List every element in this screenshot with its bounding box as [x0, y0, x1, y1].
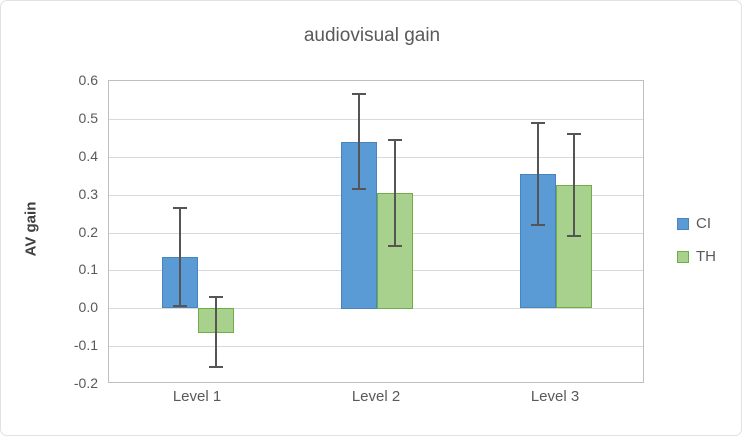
error-bar-ci-level-1: [179, 208, 181, 306]
error-bar-ci-level-3: [537, 123, 539, 225]
error-bar-th-level-3-low-cap: [567, 235, 581, 237]
y-axis-title: AV gain: [22, 201, 40, 257]
error-bar-ci-level-1-high-cap: [173, 207, 187, 209]
error-bar-ci-level-1-low-cap: [173, 305, 187, 307]
error-bar-ci-level-3-low-cap: [531, 224, 545, 226]
x-tick-label: Level 3: [530, 388, 580, 405]
y-tick-label: 0.4: [78, 148, 98, 164]
error-bar-ci-level-2: [358, 94, 360, 189]
error-bar-th-level-2: [394, 140, 396, 246]
y-tick-label: 0.6: [78, 72, 98, 88]
error-bar-th-level-1-high-cap: [209, 296, 223, 298]
error-bar-th-level-2-low-cap: [388, 245, 402, 247]
y-tick-label: -0.2: [73, 375, 98, 391]
y-tick-label: 0.5: [78, 110, 98, 126]
y-tick-label: -0.1: [73, 337, 98, 353]
error-bar-th-level-3-high-cap: [567, 133, 581, 135]
y-tick-label: 0.1: [78, 261, 98, 277]
error-bar-ci-level-2-high-cap: [352, 93, 366, 95]
gridline: [109, 346, 643, 347]
y-tick-label: 0.3: [78, 186, 98, 202]
error-bar-th-level-3: [573, 134, 575, 236]
legend: CI TH: [677, 215, 716, 265]
error-bar-th-level-2-high-cap: [388, 139, 402, 141]
legend-item-ci: CI: [677, 215, 716, 232]
plot-area: [108, 80, 644, 383]
x-tick-label: Level 1: [172, 388, 222, 405]
error-bar-th-level-1: [215, 297, 217, 367]
error-bar-ci-level-3-high-cap: [531, 122, 545, 124]
chart-title: audiovisual gain: [303, 25, 441, 46]
error-bar-th-level-1-low-cap: [209, 366, 223, 368]
y-tick-label: 0.2: [78, 224, 98, 240]
x-tick-label: Level 2: [351, 388, 401, 405]
legend-swatch-th-icon: [677, 250, 689, 263]
gridline: [109, 119, 643, 120]
y-tick-label: 0.0: [78, 299, 98, 315]
legend-swatch-ci-icon: [677, 217, 689, 230]
legend-label-ci: CI: [696, 215, 711, 232]
legend-label-th: TH: [696, 248, 716, 265]
legend-item-th: TH: [677, 248, 716, 265]
error-bar-ci-level-2-low-cap: [352, 188, 366, 190]
